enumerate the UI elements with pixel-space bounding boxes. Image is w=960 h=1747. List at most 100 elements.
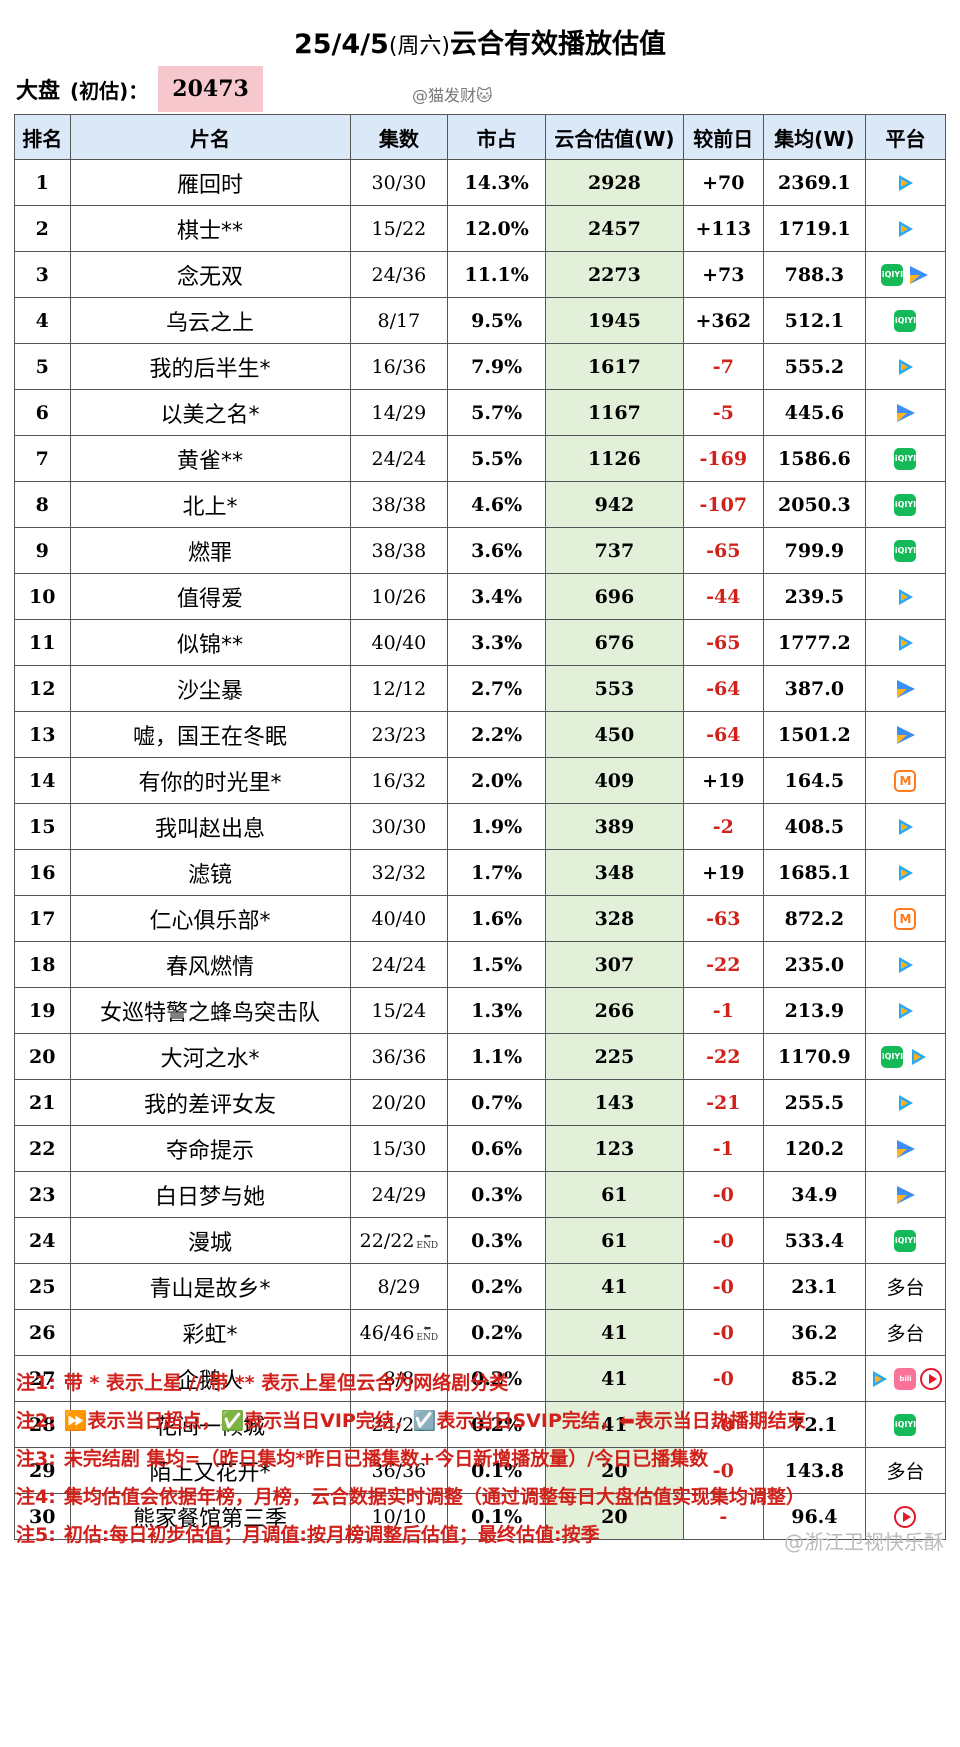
- table-row: 17 仁心俱乐部* 40/40 1.6% 328 -63 872.2 M: [14, 895, 947, 942]
- value-cell: 409: [545, 757, 684, 804]
- title-cell: 雁回时: [69, 159, 351, 206]
- share-cell: 1.7%: [447, 849, 547, 896]
- share-cell: 0.3%: [447, 1217, 547, 1264]
- title-cell: 仁心俱乐部*: [69, 895, 351, 942]
- episodes-cell: 46/46 ⬅ END: [349, 1309, 449, 1356]
- platform-text: 多台: [886, 1323, 925, 1345]
- note-text: 带 * 表示上星 // 带 ** 表示上星但云合为网络剧分类: [63, 1372, 509, 1394]
- episodes-text: 8/8: [383, 1367, 415, 1390]
- note-3: 注3: 未完结剧 集均=（昨日集均*昨日已播集数+今日新增播放量）/今日已播集数: [16, 1440, 806, 1478]
- value-cell: 20: [545, 1493, 684, 1540]
- platform-cell: iQIYI: [864, 297, 947, 344]
- change-cell: +19: [682, 757, 764, 804]
- title-cell: 乌云之上: [69, 297, 351, 344]
- change-cell: +70: [682, 159, 764, 206]
- iqiyi-icon: iQIYI: [881, 263, 904, 286]
- average-cell: 96.4: [762, 1493, 866, 1540]
- iqiyi-icon: iQIYI: [894, 493, 917, 516]
- share-cell: 11.1%: [447, 251, 547, 298]
- share-cell: 3.4%: [447, 573, 547, 620]
- average-cell: 72.1: [762, 1401, 866, 1448]
- episodes-cell: 40/40: [349, 619, 449, 666]
- change-cell: +113: [682, 205, 764, 252]
- average-cell: 408.5: [762, 803, 866, 850]
- rank-cell: 6: [14, 389, 71, 436]
- episodes-cell: 16/36: [349, 343, 449, 390]
- episodes-text: 8/17: [377, 309, 421, 332]
- iqiyi-icon: iQIYI: [881, 1045, 904, 1068]
- episodes-cell: 15/30: [349, 1125, 449, 1172]
- title-cell: 似锦**: [69, 619, 351, 666]
- episodes-cell: 23/23: [349, 711, 449, 758]
- table-row: 3 念无双 24/36 11.1% 2273 +73 788.3 iQIYI: [14, 251, 947, 298]
- table-row: 26 彩虹* 46/46 ⬅ END 0.2% 41 -0 36.2 多台: [14, 1309, 947, 1356]
- title-cell: 夺命提示: [69, 1125, 351, 1172]
- share-cell: 4.6%: [447, 481, 547, 528]
- value-cell: 1126: [545, 435, 684, 482]
- market-label: 大盘: [16, 79, 61, 104]
- episodes-cell: 14/29: [349, 389, 449, 436]
- table-row: 1 雁回时 30/30 14.3% 2928 +70 2369.1: [14, 159, 947, 206]
- change-cell: -64: [682, 711, 764, 758]
- title-cell: 值得爱: [69, 573, 351, 620]
- share-cell: 1.6%: [447, 895, 547, 942]
- average-cell: 872.2: [762, 895, 866, 942]
- title-cell: 棋士**: [69, 205, 351, 252]
- title-cell: 大河之水*: [69, 1033, 351, 1080]
- rank-cell: 16: [14, 849, 71, 896]
- title-cell: 滤镜: [69, 849, 351, 896]
- episodes-text: 23/23: [371, 723, 427, 746]
- note-text: 集均估值会依据年榜，月榜，云合数据实时调整（通过调整每日大盘估值实现集均调整）: [63, 1486, 805, 1508]
- value-cell: 389: [545, 803, 684, 850]
- platform-cell: bili: [864, 1355, 947, 1402]
- title-cell: 白日梦与她: [69, 1171, 351, 1218]
- episodes-text: 14/29: [371, 401, 427, 424]
- table-row: 22 夺命提示 15/30 0.6% 123 -1 120.2: [14, 1125, 947, 1172]
- ranking-table: 排名 片名 集数 市占 云合估值(W) 较前日 集均(W) 平台 1 雁回时 30/…: [14, 114, 947, 1540]
- platform-cell: iQIYI: [864, 1033, 947, 1080]
- title-cell: 北上*: [69, 481, 351, 528]
- value-cell: 41: [545, 1401, 684, 1448]
- header-platform: 平台: [864, 114, 947, 160]
- platform-cell: iQIYI: [864, 435, 947, 482]
- episodes-cell: 38/38: [349, 481, 449, 528]
- value-cell: 1945: [545, 297, 684, 344]
- table-row: 23 白日梦与她 24/29 0.3% 61 -0 34.9: [14, 1171, 947, 1218]
- rank-cell: 9: [14, 527, 71, 574]
- share-cell: 5.5%: [447, 435, 547, 482]
- value-cell: 553: [545, 665, 684, 712]
- platform-cell: M: [864, 895, 947, 942]
- episodes-cell: 32/32: [349, 849, 449, 896]
- average-cell: 143.8: [762, 1447, 866, 1494]
- episodes-text: 8/29: [377, 1275, 421, 1298]
- episodes-cell: 40/40: [349, 895, 449, 942]
- title-cell: 企鹅人: [69, 1355, 351, 1402]
- end-label: END: [416, 1332, 439, 1343]
- value-cell: 225: [545, 1033, 684, 1080]
- value-cell: 450: [545, 711, 684, 758]
- rank-cell: 8: [14, 481, 71, 528]
- rank-cell: 25: [14, 1263, 71, 1310]
- note-key: 注5:: [16, 1524, 56, 1546]
- value-cell: 123: [545, 1125, 684, 1172]
- rank-cell: 21: [14, 1079, 71, 1126]
- platform-cell: [864, 205, 947, 252]
- share-cell: 0.6%: [447, 1125, 547, 1172]
- rank-cell: 7: [14, 435, 71, 482]
- table-row: 19 女巡特警之蜂鸟突击队 15/24 1.3% 266 -1 213.9: [14, 987, 947, 1034]
- broadcast-end-icon: ⬅ END: [416, 1323, 439, 1343]
- title-cell: 花间一倾城: [69, 1401, 351, 1448]
- rank-cell: 22: [14, 1125, 71, 1172]
- note-key: 注2:: [16, 1410, 56, 1432]
- header-change: 较前日: [682, 114, 764, 160]
- table-row: 6 以美之名* 14/29 5.7% 1167 -5 445.6: [14, 389, 947, 436]
- platform-cell: iQIYI: [864, 527, 947, 574]
- value-cell: 61: [545, 1217, 684, 1264]
- note-1: 注1: 带 * 表示上星 // 带 ** 表示上星但云合为网络剧分类: [16, 1364, 806, 1402]
- note-5: 注5: 初估:每日初步估值；月调值:按月榜调整后估值；最终估值:按季: [16, 1516, 806, 1554]
- note-text: ⏩表示当日超点，✅表示当日VIP完结，☑️表示当日SVIP完结，⬅表示当日热播期…: [63, 1410, 806, 1432]
- tencent-video-icon: [894, 171, 917, 194]
- tencent-video-icon: [894, 861, 917, 884]
- change-cell: -64: [682, 665, 764, 712]
- change-cell: -1: [682, 1125, 764, 1172]
